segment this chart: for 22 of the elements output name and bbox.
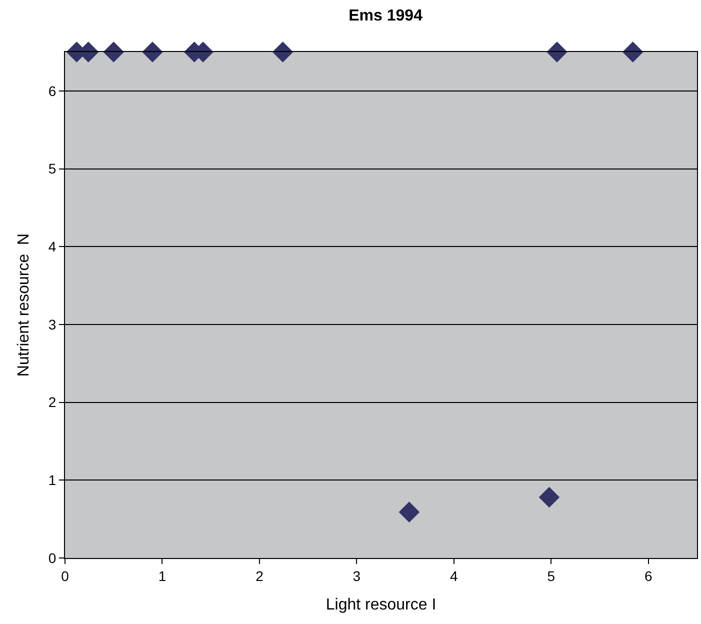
point <box>272 42 294 62</box>
x-tick-label: 6 <box>644 568 652 584</box>
x-tick-label: 3 <box>352 568 361 584</box>
x-axis-title: Light resource I <box>326 596 436 614</box>
y-tick-label: 0 <box>48 550 56 566</box>
y-axis-title: Nutrient resource N <box>15 233 32 377</box>
y-tick-label: 6 <box>48 82 56 99</box>
y-tick-label: 3 <box>48 316 56 332</box>
chart-title: Ems 1994 <box>348 8 423 25</box>
x-tick-label: 5 <box>547 568 556 584</box>
y-tick-label: 5 <box>48 160 56 177</box>
y-tick-label: 2 <box>48 394 56 410</box>
x-tick-label: 1 <box>158 568 166 584</box>
point <box>538 486 560 508</box>
x-tick-label: 2 <box>256 568 264 584</box>
point <box>103 42 124 62</box>
y-tick-label: 4 <box>48 238 56 255</box>
point <box>622 42 644 62</box>
x-tick-label: 0 <box>61 568 70 584</box>
point <box>398 502 420 522</box>
x-tick-label: 4 <box>450 568 458 584</box>
y-tick-label: 1 <box>48 472 56 488</box>
